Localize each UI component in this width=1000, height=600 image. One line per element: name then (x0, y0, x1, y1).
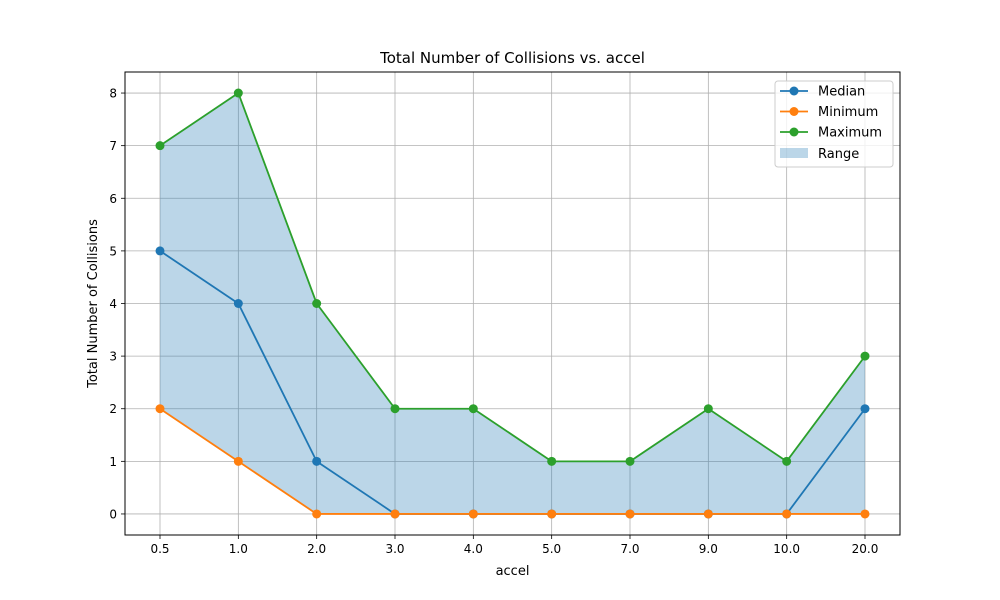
data-point-minimum (155, 404, 165, 414)
y-tick-label: 5 (109, 244, 117, 258)
x-tick-label: 9.0 (699, 542, 718, 556)
legend-maximum-marker (789, 127, 799, 137)
x-tick-label: 7.0 (620, 542, 639, 556)
x-ticks: 0.5 1.0 2.0 3.0 4.0 5.0 7.0 9.0 10.0 20.0 (150, 535, 878, 556)
data-point-median (860, 404, 870, 414)
legend-maximum-label: Maximum (818, 126, 882, 141)
x-tick-label: 2.0 (307, 542, 326, 556)
x-tick-label: 20.0 (852, 542, 879, 556)
chart-title: Total Number of Collisions vs. accel (379, 49, 645, 67)
data-point-median (312, 456, 322, 466)
y-axis-label: Total Number of Collisions (86, 219, 101, 389)
data-point-maximum (468, 404, 478, 414)
y-ticks: 0 1 2 3 4 5 6 7 8 (109, 87, 125, 521)
legend-minimum-marker (789, 107, 799, 116)
series-line-maximum (159, 92, 866, 463)
x-tick-label: 5.0 (542, 542, 561, 556)
data-point-median (233, 299, 243, 308)
data-point-maximum (390, 404, 400, 414)
x-axis-label: accel (496, 564, 530, 579)
data-point-minimum (233, 456, 243, 466)
data-point-minimum (390, 509, 400, 519)
x-tick-label: 10.0 (773, 542, 800, 556)
x-tick-label: 3.0 (385, 542, 404, 556)
legend: Median Minimum Maximum Range (774, 80, 894, 168)
y-tick-label: 7 (109, 139, 117, 153)
series-line-minimum (159, 407, 865, 515)
legend-median-marker (789, 86, 799, 96)
y-tick-label: 8 (109, 87, 117, 101)
legend-median-label: Median (818, 85, 865, 100)
data-point-minimum (625, 509, 635, 519)
data-point-median (155, 246, 165, 256)
y-tick-label: 3 (109, 350, 117, 364)
legend-range-label: Range (818, 147, 859, 162)
y-tick-label: 4 (109, 297, 117, 311)
data-point-maximum (233, 88, 243, 98)
series-layer (155, 88, 870, 519)
data-point-minimum (312, 509, 322, 519)
legend-minimum-label: Minimum (818, 105, 878, 120)
range-area (160, 93, 865, 514)
y-tick-label: 2 (109, 402, 117, 416)
x-tick-label: 0.5 (150, 542, 169, 556)
data-point-minimum (547, 509, 557, 519)
data-point-maximum (547, 456, 557, 466)
data-point-minimum (468, 509, 478, 519)
data-point-maximum (155, 141, 165, 151)
data-point-maximum (703, 404, 713, 414)
data-point-maximum (782, 456, 792, 466)
range-layer (160, 93, 865, 514)
legend-box (774, 80, 894, 168)
y-tick-label: 0 (109, 507, 117, 521)
x-tick-label: 4.0 (464, 542, 483, 556)
y-tick-label: 6 (109, 192, 117, 206)
x-tick-label: 1.0 (229, 542, 248, 556)
data-point-minimum (703, 509, 713, 519)
y-tick-label: 1 (109, 455, 117, 469)
data-point-minimum (782, 509, 792, 519)
grid-layer (125, 72, 900, 535)
data-point-maximum (625, 456, 635, 466)
legend-range-swatch (780, 148, 808, 158)
data-point-minimum (860, 509, 870, 519)
data-point-maximum (860, 351, 870, 361)
data-point-maximum (312, 299, 322, 308)
